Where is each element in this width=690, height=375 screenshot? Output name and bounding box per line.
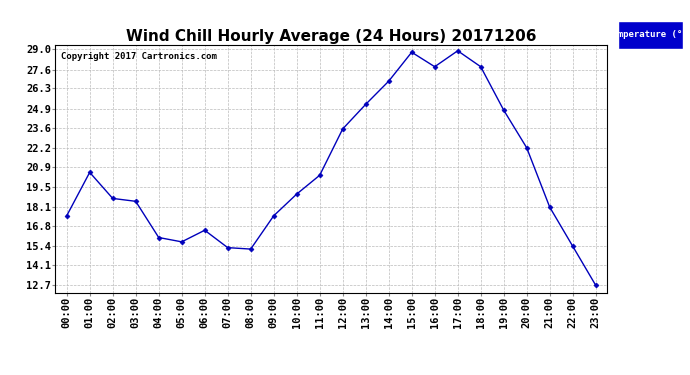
Text: Copyright 2017 Cartronics.com: Copyright 2017 Cartronics.com bbox=[61, 53, 217, 62]
Title: Wind Chill Hourly Average (24 Hours) 20171206: Wind Chill Hourly Average (24 Hours) 201… bbox=[126, 29, 536, 44]
Text: Temperature (°F): Temperature (°F) bbox=[607, 30, 690, 39]
